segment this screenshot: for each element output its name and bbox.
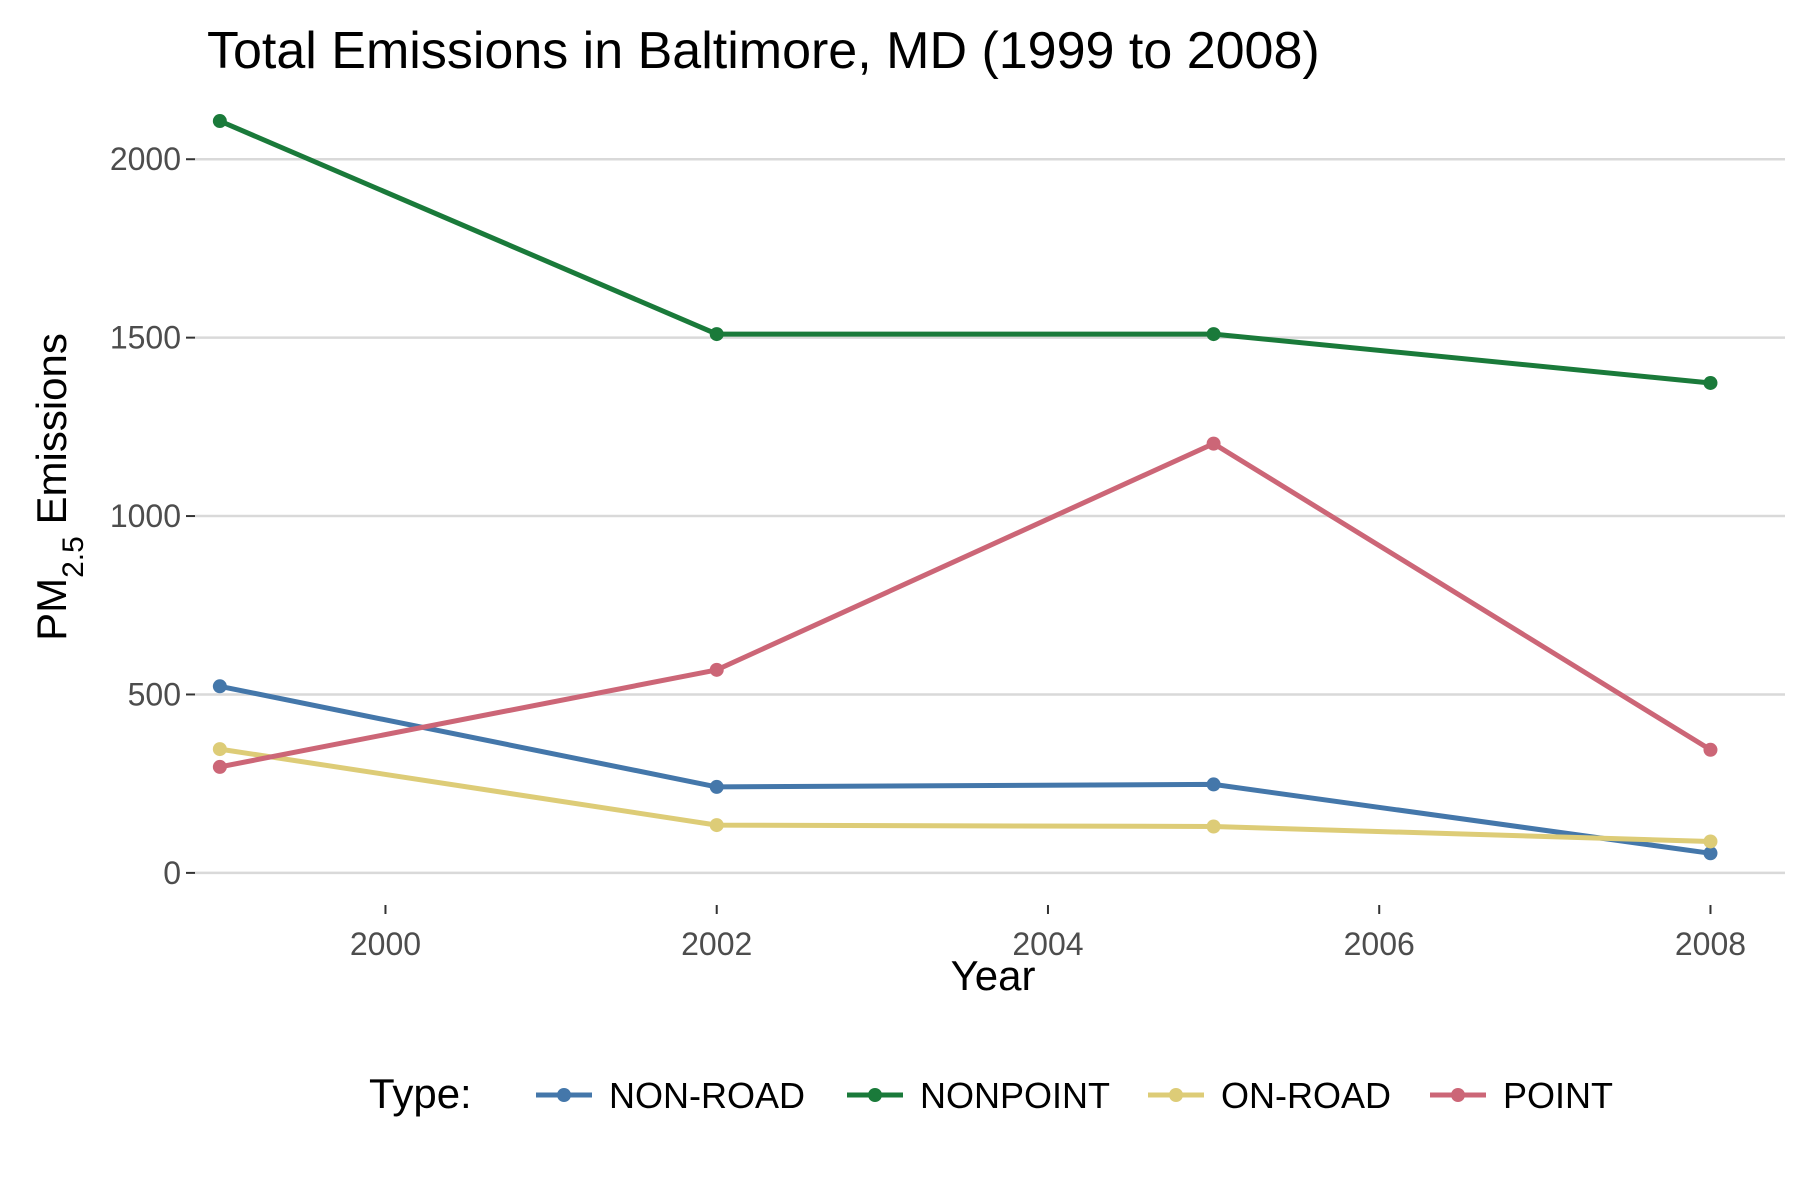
- legend-label: NON-ROAD: [609, 1075, 805, 1116]
- series-line-point: [219, 441, 1712, 770]
- chart-title: Total Emissions in Baltimore, MD (1999 t…: [207, 22, 1320, 80]
- x-axis-ticks: 2000 2002 2004 2006 2008: [350, 905, 1746, 962]
- legend-swatch-point: [557, 1088, 571, 1102]
- legend-label: ON-ROAD: [1221, 1075, 1391, 1116]
- data-point-non-road: [1206, 777, 1221, 792]
- y-axis-ticks: 0 500 1000 1500 2000: [110, 141, 195, 891]
- x-tick-label: 2006: [1344, 926, 1415, 962]
- series-line-non-road: [219, 683, 1711, 856]
- series-lines: [218, 118, 1712, 856]
- legend-item-nonpoint: NONPOINT: [847, 1075, 1110, 1116]
- legend-items: NON-ROAD NONPOINT ON-ROAD POINT: [536, 1075, 1613, 1116]
- data-point-on-road: [212, 742, 227, 757]
- legend-item-point: POINT: [1430, 1075, 1613, 1116]
- series-line-nonpoint: [218, 118, 1711, 386]
- y-tick-label: 1000: [110, 498, 181, 534]
- x-tick-label: 2008: [1675, 926, 1746, 962]
- data-point-on-road: [709, 818, 724, 833]
- x-tick-label: 2004: [1012, 926, 1083, 962]
- data-point-point: [1703, 742, 1718, 757]
- legend-swatch-point: [868, 1088, 882, 1102]
- y-axis-title: PM2.5 Emissions: [28, 333, 90, 641]
- x-tick-label: 2002: [681, 926, 752, 962]
- data-point-non-road: [212, 679, 227, 694]
- data-point-on-road: [1206, 819, 1221, 834]
- data-point-nonpoint: [1703, 375, 1718, 390]
- gridlines: [195, 157, 1785, 875]
- y-tick-label: 0: [163, 855, 181, 891]
- legend-label: NONPOINT: [920, 1075, 1110, 1116]
- y-axis-title-suffix: Emissions: [28, 333, 75, 536]
- legend-title: Type:: [369, 1070, 472, 1117]
- data-point-non-road: [1703, 846, 1718, 861]
- y-tick-label: 2000: [110, 141, 181, 177]
- data-point-nonpoint: [212, 114, 227, 129]
- y-tick-label: 1500: [110, 320, 181, 356]
- legend: Type: NON-ROAD NONPOINT ON-ROAD POINT: [369, 1070, 1613, 1117]
- data-point-nonpoint: [709, 327, 724, 342]
- legend-item-on-road: ON-ROAD: [1148, 1075, 1391, 1116]
- x-axis-title: Year: [951, 952, 1036, 999]
- data-point-point: [709, 662, 724, 677]
- data-point-point: [1206, 436, 1221, 451]
- y-axis-title-prefix: PM: [28, 578, 75, 641]
- data-point-non-road: [709, 779, 724, 794]
- legend-item-non-road: NON-ROAD: [536, 1075, 805, 1116]
- series-points: [212, 114, 1718, 861]
- legend-label: POINT: [1503, 1075, 1613, 1116]
- series-line-on-road: [219, 746, 1711, 844]
- data-point-point: [212, 759, 227, 774]
- x-tick-label: 2000: [350, 926, 421, 962]
- data-point-nonpoint: [1206, 327, 1221, 342]
- y-tick-label: 500: [128, 676, 181, 712]
- legend-swatch-point: [1169, 1088, 1183, 1102]
- legend-swatch-point: [1451, 1088, 1465, 1102]
- y-axis-title-subscript: 2.5: [57, 536, 90, 578]
- data-point-on-road: [1703, 834, 1718, 849]
